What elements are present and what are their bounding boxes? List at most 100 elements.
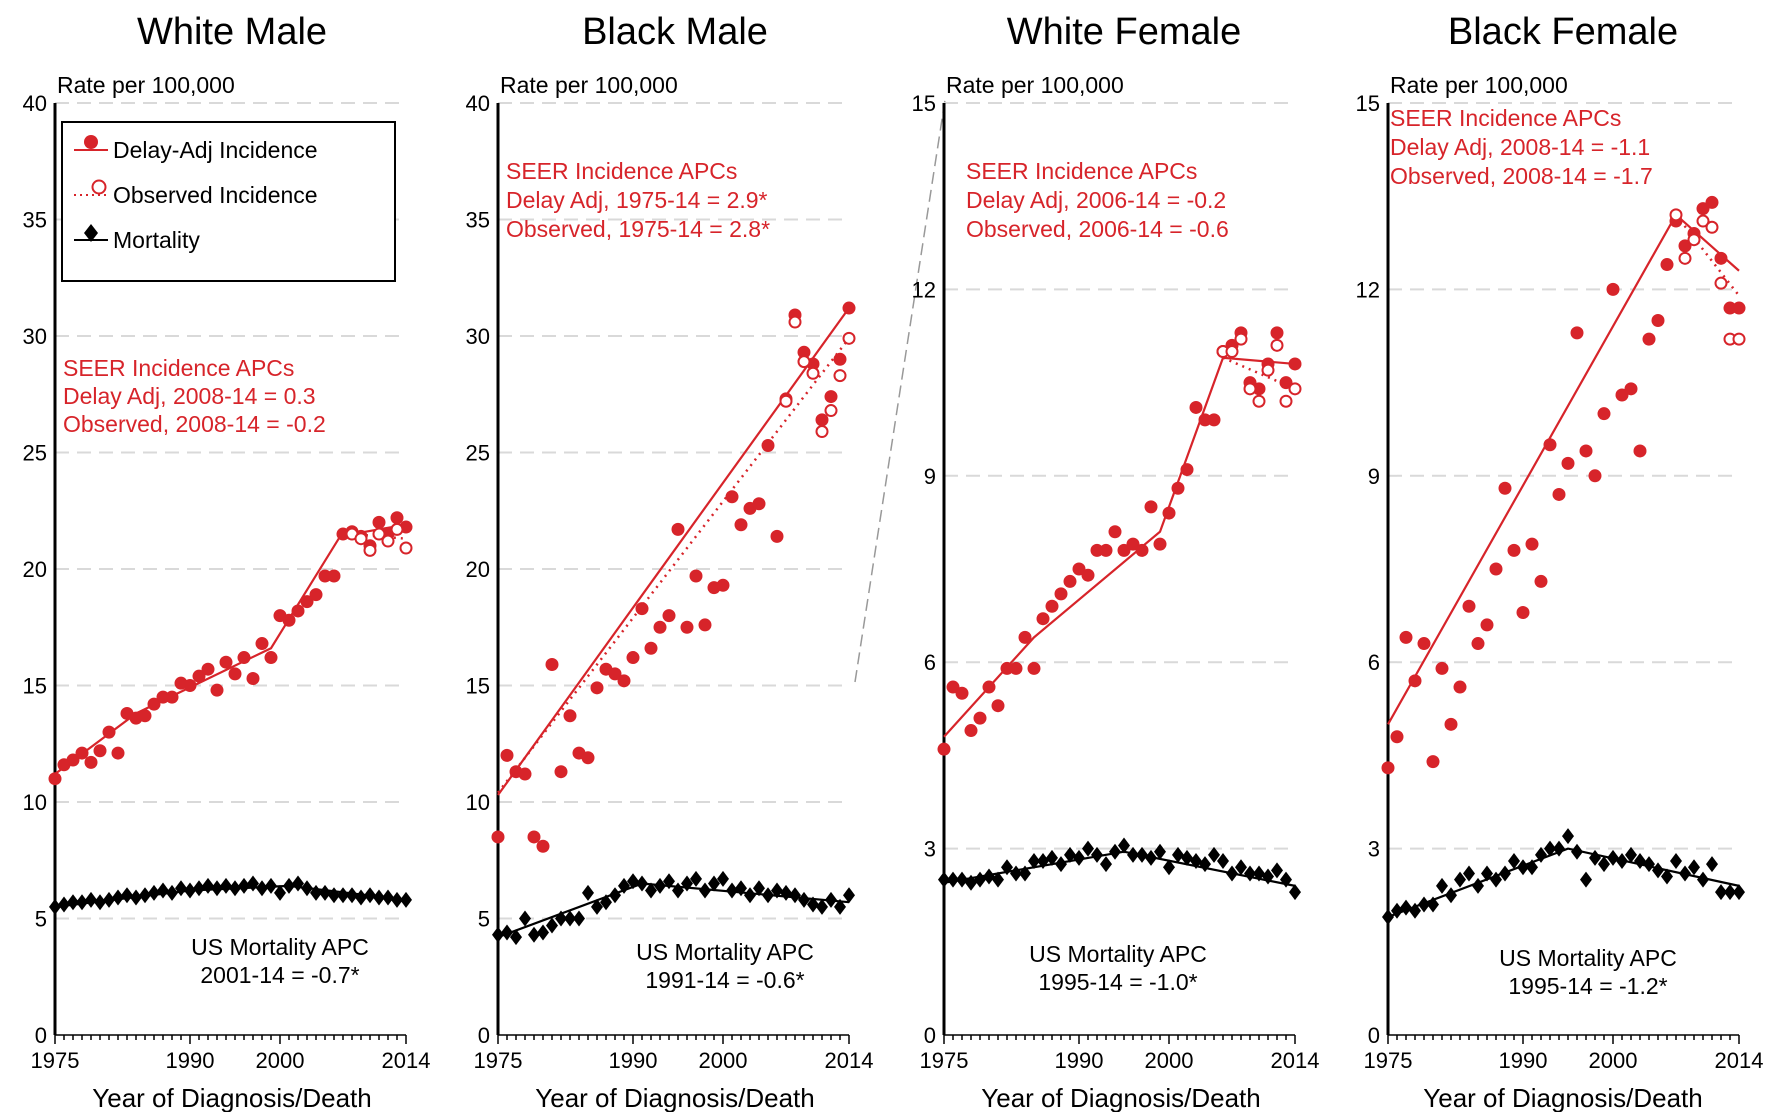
data-points bbox=[48, 511, 413, 915]
mortality-point bbox=[103, 891, 115, 908]
mortality-point bbox=[1001, 859, 1013, 876]
mortality-point bbox=[789, 887, 801, 904]
delay-adj-incidence-point bbox=[1498, 481, 1512, 495]
y-tick-label: 9 bbox=[1368, 464, 1380, 489]
y-tick-label: 15 bbox=[912, 91, 936, 116]
mortality-point bbox=[292, 875, 304, 892]
x-tick-label: 2000 bbox=[256, 1048, 305, 1073]
delay-adj-incidence-point bbox=[1381, 761, 1395, 775]
delay-adj-incidence-point bbox=[491, 830, 505, 844]
observed-incidence-point bbox=[1678, 251, 1692, 265]
x-tick-label: 1975 bbox=[920, 1048, 969, 1073]
delay-adj-incidence-point bbox=[545, 658, 559, 672]
mortality-point bbox=[1652, 862, 1664, 879]
mortality-point bbox=[1019, 865, 1031, 882]
mortality-point bbox=[400, 891, 412, 908]
delay-adj-incidence-point bbox=[318, 569, 332, 583]
delay-adj-incidence-point bbox=[689, 569, 703, 583]
delay-adj-incidence-point bbox=[1480, 618, 1494, 632]
delay-adj-incidence-point bbox=[327, 569, 341, 583]
incidence-apc-line: Delay Adj, 2008-14 = -1.1 bbox=[1390, 134, 1650, 160]
y-tick-label: 25 bbox=[466, 441, 490, 466]
mortality-apc-text: US Mortality APC 1995-14 = -1.2* bbox=[1499, 945, 1677, 999]
x-tick-label: 1990 bbox=[1499, 1048, 1548, 1073]
mortality-point bbox=[1715, 884, 1727, 901]
observed-incidence-point bbox=[824, 404, 838, 418]
delay-adj-incidence-point bbox=[1732, 301, 1746, 315]
mortality-point bbox=[1481, 865, 1493, 882]
mortality-point bbox=[762, 887, 774, 904]
mortality-point bbox=[1688, 859, 1700, 876]
mortality-point bbox=[1235, 859, 1247, 876]
mortality-point bbox=[1082, 840, 1094, 857]
delay-adj-incidence-point bbox=[1090, 543, 1104, 557]
mortality-point bbox=[112, 889, 124, 906]
y-tick-label: 15 bbox=[1356, 91, 1380, 116]
delay-adj-incidence-point bbox=[653, 620, 667, 634]
delay-adj-incidence-point bbox=[536, 839, 550, 853]
mortality-point bbox=[956, 871, 968, 888]
mortality-point bbox=[771, 882, 783, 899]
mortality-point bbox=[992, 871, 1004, 888]
mortality-point bbox=[573, 910, 585, 927]
delay-adj-incidence-point bbox=[1417, 637, 1431, 651]
delay-adj-incidence-point bbox=[1198, 413, 1212, 427]
mortality-point bbox=[825, 891, 837, 908]
mortality-point bbox=[157, 882, 169, 899]
observed-incidence-point bbox=[1696, 214, 1710, 228]
mortality-point bbox=[618, 877, 630, 894]
delay-adj-incidence-point bbox=[1579, 444, 1593, 458]
delay-adj-incidence-point bbox=[1471, 637, 1485, 651]
legend-item-delay-adj: Delay-Adj Incidence bbox=[74, 135, 318, 163]
scale-connector-line bbox=[854, 99, 946, 683]
trend-line bbox=[1675, 214, 1740, 297]
mortality-point bbox=[1589, 849, 1601, 866]
mortality-point bbox=[1607, 849, 1619, 866]
legend-item-observed: Observed Incidence bbox=[74, 179, 318, 208]
panel-title: White Male bbox=[137, 11, 327, 53]
delay-adj-incidence-point bbox=[1288, 357, 1302, 371]
y-tick-label: 0 bbox=[1368, 1023, 1380, 1048]
data-points bbox=[937, 326, 1302, 901]
incidence-apc-text: SEER Incidence APCs Delay Adj, 1975-14 =… bbox=[506, 158, 770, 242]
delay-adj-incidence-point bbox=[833, 352, 847, 366]
mortality-point bbox=[1391, 902, 1403, 919]
mortality-point bbox=[519, 910, 531, 927]
observed-incidence-point bbox=[1288, 382, 1302, 396]
mortality-point bbox=[1127, 846, 1139, 863]
delay-adj-incidence-point bbox=[1408, 674, 1422, 688]
mortality-point bbox=[1199, 856, 1211, 873]
observed-incidence-point bbox=[1705, 220, 1719, 234]
panel-white-male: White Male Rate per 100,000 0 5 10 15 20 25 30… bbox=[23, 11, 431, 1112]
delay-adj-incidence-point bbox=[210, 683, 224, 697]
mortality-point bbox=[265, 877, 277, 894]
delay-adj-incidence-point bbox=[608, 667, 622, 681]
delay-adj-incidence-point bbox=[1444, 717, 1458, 731]
mortality-point bbox=[1418, 896, 1430, 913]
mortality-point bbox=[1625, 846, 1637, 863]
delay-adj-incidence-point bbox=[1435, 661, 1449, 675]
y-tick-label: 20 bbox=[23, 557, 47, 582]
x-tick-label: 2014 bbox=[1271, 1048, 1320, 1073]
mortality-point bbox=[373, 889, 385, 906]
mortality-point bbox=[1724, 884, 1736, 901]
y-tick-label: 0 bbox=[924, 1023, 936, 1048]
x-tick-label: 1990 bbox=[609, 1048, 658, 1073]
mortality-point bbox=[681, 875, 693, 892]
legend-label: Observed Incidence bbox=[113, 182, 318, 208]
y-tick-label: 15 bbox=[466, 674, 490, 699]
mortality-point bbox=[843, 887, 855, 904]
delay-adj-incidence-point bbox=[1054, 587, 1068, 601]
delay-adj-incidence-point bbox=[282, 613, 296, 627]
incidence-apc-line: SEER Incidence APCs bbox=[506, 158, 737, 184]
mortality-point bbox=[130, 889, 142, 906]
observed-incidence-point bbox=[363, 543, 377, 557]
y-tick-label: 6 bbox=[1368, 650, 1380, 675]
mortality-point bbox=[1526, 859, 1538, 876]
mortality-point bbox=[1190, 853, 1202, 870]
delay-adj-incidence-point bbox=[581, 751, 595, 765]
mortality-point bbox=[645, 882, 657, 899]
delay-adj-incidence-point bbox=[1018, 630, 1032, 644]
delay-adj-incidence-point bbox=[1207, 413, 1221, 427]
delay-adj-incidence-point bbox=[201, 662, 215, 676]
